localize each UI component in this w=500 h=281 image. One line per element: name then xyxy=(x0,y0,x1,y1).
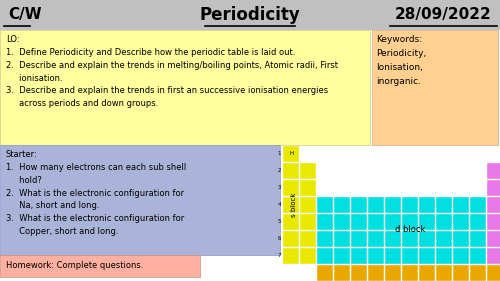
FancyBboxPatch shape xyxy=(436,214,452,230)
FancyBboxPatch shape xyxy=(368,197,384,213)
FancyBboxPatch shape xyxy=(453,231,469,247)
FancyBboxPatch shape xyxy=(283,214,299,230)
FancyBboxPatch shape xyxy=(0,30,370,145)
FancyBboxPatch shape xyxy=(487,214,500,230)
Text: 5: 5 xyxy=(278,219,281,224)
FancyBboxPatch shape xyxy=(283,231,299,247)
FancyBboxPatch shape xyxy=(470,248,486,264)
FancyBboxPatch shape xyxy=(385,214,401,230)
FancyBboxPatch shape xyxy=(419,248,435,264)
Text: Starter:
1.  How many electrons can each sub shell
     hold?
2.  What is the el: Starter: 1. How many electrons can each … xyxy=(6,150,186,236)
FancyBboxPatch shape xyxy=(402,231,418,247)
FancyBboxPatch shape xyxy=(453,265,469,281)
FancyBboxPatch shape xyxy=(470,265,486,281)
FancyBboxPatch shape xyxy=(372,30,498,145)
FancyBboxPatch shape xyxy=(470,197,486,213)
FancyBboxPatch shape xyxy=(334,214,350,230)
FancyBboxPatch shape xyxy=(402,214,418,230)
FancyBboxPatch shape xyxy=(385,265,401,281)
Text: LO:
1.  Define Periodicity and Describe how the periodic table is laid out.
2.  : LO: 1. Define Periodicity and Describe h… xyxy=(6,35,338,108)
FancyBboxPatch shape xyxy=(402,197,418,213)
FancyBboxPatch shape xyxy=(283,248,299,264)
Text: 7: 7 xyxy=(278,253,281,258)
Text: Keywords:
Periodicity,
Ionisation,
inorganic.: Keywords: Periodicity, Ionisation, inorg… xyxy=(376,35,426,86)
FancyBboxPatch shape xyxy=(283,197,299,213)
FancyBboxPatch shape xyxy=(368,248,384,264)
FancyBboxPatch shape xyxy=(0,145,280,255)
FancyBboxPatch shape xyxy=(368,265,384,281)
FancyBboxPatch shape xyxy=(385,248,401,264)
FancyBboxPatch shape xyxy=(385,197,401,213)
FancyBboxPatch shape xyxy=(300,197,316,213)
FancyBboxPatch shape xyxy=(419,214,435,230)
Text: s block: s block xyxy=(290,192,296,217)
FancyBboxPatch shape xyxy=(419,265,435,281)
FancyBboxPatch shape xyxy=(351,197,367,213)
Text: 4: 4 xyxy=(278,202,281,207)
FancyBboxPatch shape xyxy=(317,231,333,247)
FancyBboxPatch shape xyxy=(470,214,486,230)
FancyBboxPatch shape xyxy=(317,197,333,213)
FancyBboxPatch shape xyxy=(385,231,401,247)
FancyBboxPatch shape xyxy=(436,197,452,213)
Text: 2: 2 xyxy=(278,168,281,173)
FancyBboxPatch shape xyxy=(334,231,350,247)
FancyBboxPatch shape xyxy=(419,197,435,213)
FancyBboxPatch shape xyxy=(470,231,486,247)
FancyBboxPatch shape xyxy=(300,180,316,196)
FancyBboxPatch shape xyxy=(317,265,333,281)
FancyBboxPatch shape xyxy=(351,248,367,264)
FancyBboxPatch shape xyxy=(317,214,333,230)
FancyBboxPatch shape xyxy=(368,231,384,247)
FancyBboxPatch shape xyxy=(334,197,350,213)
FancyBboxPatch shape xyxy=(334,265,350,281)
FancyBboxPatch shape xyxy=(487,231,500,247)
FancyBboxPatch shape xyxy=(283,163,299,179)
FancyBboxPatch shape xyxy=(453,248,469,264)
Text: C/W: C/W xyxy=(8,8,42,22)
FancyBboxPatch shape xyxy=(402,248,418,264)
Text: H: H xyxy=(290,151,294,156)
FancyBboxPatch shape xyxy=(334,248,350,264)
FancyBboxPatch shape xyxy=(402,265,418,281)
Text: 3: 3 xyxy=(278,185,281,190)
FancyBboxPatch shape xyxy=(487,248,500,264)
FancyBboxPatch shape xyxy=(453,197,469,213)
FancyBboxPatch shape xyxy=(453,214,469,230)
FancyBboxPatch shape xyxy=(0,255,200,277)
FancyBboxPatch shape xyxy=(419,231,435,247)
FancyBboxPatch shape xyxy=(487,197,500,213)
FancyBboxPatch shape xyxy=(487,265,500,281)
FancyBboxPatch shape xyxy=(351,231,367,247)
FancyBboxPatch shape xyxy=(487,180,500,196)
FancyBboxPatch shape xyxy=(436,248,452,264)
FancyBboxPatch shape xyxy=(283,146,299,162)
FancyBboxPatch shape xyxy=(0,0,500,30)
FancyBboxPatch shape xyxy=(351,265,367,281)
FancyBboxPatch shape xyxy=(351,214,367,230)
Text: d block: d block xyxy=(396,225,426,235)
Text: Periodicity: Periodicity xyxy=(200,6,300,24)
FancyBboxPatch shape xyxy=(436,265,452,281)
FancyBboxPatch shape xyxy=(300,163,316,179)
Text: Homework: Complete questions.: Homework: Complete questions. xyxy=(6,262,143,271)
Text: 6: 6 xyxy=(278,236,281,241)
FancyBboxPatch shape xyxy=(368,214,384,230)
FancyBboxPatch shape xyxy=(487,163,500,179)
Text: 28/09/2022: 28/09/2022 xyxy=(395,8,492,22)
FancyBboxPatch shape xyxy=(300,214,316,230)
FancyBboxPatch shape xyxy=(300,248,316,264)
FancyBboxPatch shape xyxy=(436,231,452,247)
FancyBboxPatch shape xyxy=(300,231,316,247)
FancyBboxPatch shape xyxy=(283,180,299,196)
Text: 1: 1 xyxy=(278,151,281,156)
FancyBboxPatch shape xyxy=(317,248,333,264)
